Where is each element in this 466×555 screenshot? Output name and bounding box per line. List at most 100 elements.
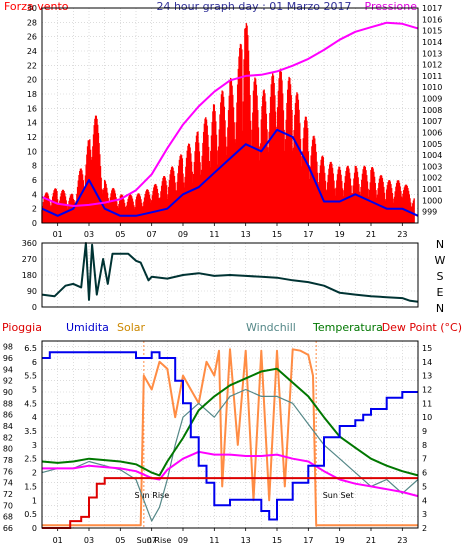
pressure-line bbox=[41, 21, 419, 207]
y-tick-label-humidity: 94 bbox=[3, 365, 13, 374]
y-tick-label-temperature: 13 bbox=[422, 372, 432, 381]
y-tick-label-rain: 2 bbox=[32, 469, 37, 478]
y-tick-label-rain: 4 bbox=[32, 413, 37, 422]
x-tick-label: 23 bbox=[397, 230, 407, 239]
y-tick-label-pressure: 1017 bbox=[422, 4, 442, 13]
y-tick-label-temperature: 11 bbox=[422, 399, 432, 408]
x-tick-label: 11 bbox=[209, 230, 219, 239]
x-tick-label: 07 bbox=[147, 230, 157, 239]
y-tick-label-temperature: 10 bbox=[422, 413, 432, 422]
y-tick-label-pressure: 1000 bbox=[422, 196, 442, 205]
x-tick-label: 13 bbox=[241, 230, 251, 239]
y-tick-label-temperature: 4 bbox=[422, 496, 427, 505]
y-tick-label-pressure: 1016 bbox=[422, 15, 442, 24]
x-tick-label: 15 bbox=[272, 230, 282, 239]
plot-frame bbox=[41, 340, 419, 529]
y-tick-label-humidity: 92 bbox=[3, 377, 13, 386]
y-tick-label-direction: 360 bbox=[22, 239, 37, 248]
x-tick-label: 03 bbox=[84, 230, 94, 239]
y-tick-label-humidity: 86 bbox=[3, 411, 13, 420]
y-tick-label-pressure: 1008 bbox=[422, 106, 442, 115]
rain-line bbox=[42, 477, 418, 529]
y-tick-label-direction: 180 bbox=[22, 271, 37, 280]
y-tick-label-temperature: 3 bbox=[422, 510, 427, 519]
y-tick-label-humidity: 96 bbox=[3, 354, 13, 363]
compass-label: S bbox=[437, 270, 444, 283]
y-tick-label-rain: 0.5 bbox=[24, 510, 37, 519]
y-tick-label-temperature: 6 bbox=[422, 469, 427, 478]
y-tick-label-pressure: 1014 bbox=[422, 38, 442, 47]
plot-frame bbox=[41, 242, 419, 308]
y-tick-label-rain: 5.5 bbox=[24, 372, 37, 381]
y-tick-label-humidity: 80 bbox=[3, 445, 13, 454]
y-tick-label-temperature: 9 bbox=[422, 427, 427, 436]
x-tick-label: 09 bbox=[178, 536, 188, 545]
x-tick-label: 17 bbox=[303, 230, 313, 239]
y-tick-label-rain: 6.5 bbox=[24, 344, 37, 353]
y-tick-label-pressure: 1001 bbox=[422, 185, 442, 194]
y-tick-label-wind: 2 bbox=[32, 205, 37, 214]
y-tick-label-humidity: 98 bbox=[3, 343, 13, 352]
y-tick-label-wind: 4 bbox=[32, 190, 37, 199]
solar-axis-title: Solar bbox=[117, 321, 146, 334]
y-tick-label-wind: 16 bbox=[27, 104, 37, 113]
humidity-line bbox=[42, 351, 418, 521]
temperature-humidity-chart: Pioggia Umidita Solar Windchill TemperaturaD… bbox=[2, 321, 462, 545]
y-tick-label-pressure: 1003 bbox=[422, 162, 442, 171]
wind-pressure-chart: Forza vento 24 hour graph day : 01 Marzo … bbox=[4, 0, 442, 239]
temperature-axis-title: Temperatura bbox=[312, 321, 383, 334]
dew-point-axis-title: Dew Point (°C) bbox=[382, 321, 462, 334]
y-tick-label-pressure: 999 bbox=[422, 208, 437, 217]
y-tick-label-pressure: 1011 bbox=[422, 72, 442, 81]
y-tick-label-humidity: 72 bbox=[3, 490, 13, 499]
x-tick-label: 19 bbox=[335, 230, 345, 239]
chart-title: 24 hour graph day : 01 Marzo 2017 bbox=[156, 0, 351, 13]
y-tick-label-direction: 90 bbox=[27, 287, 37, 296]
y-tick-label-wind: 28 bbox=[27, 18, 37, 27]
y-tick-label-pressure: 1009 bbox=[422, 95, 442, 104]
y-tick-label-temperature: 8 bbox=[422, 441, 427, 450]
x-tick-label: 21 bbox=[366, 230, 376, 239]
x-tick-label: 23 bbox=[397, 536, 407, 545]
temperature-line bbox=[41, 367, 419, 477]
y-tick-label-pressure: 1007 bbox=[422, 117, 442, 126]
dew-point-line bbox=[42, 450, 419, 498]
x-tick-label: 17 bbox=[303, 536, 313, 545]
y-tick-label-humidity: 90 bbox=[3, 388, 13, 397]
y-tick-label-wind: 18 bbox=[27, 90, 37, 99]
y-tick-label-wind: 10 bbox=[27, 147, 37, 156]
y-tick-label-humidity: 84 bbox=[3, 422, 13, 431]
sunrise-axis-label: Sun Rise bbox=[137, 536, 172, 545]
y-tick-label-temperature: 12 bbox=[422, 385, 432, 394]
y-tick-label-pressure: 1004 bbox=[422, 151, 442, 160]
y-tick-label-humidity: 76 bbox=[3, 467, 13, 476]
y-tick-label-wind: 30 bbox=[27, 4, 37, 13]
compass-label: N bbox=[436, 238, 444, 251]
y-tick-label-wind: 12 bbox=[27, 133, 37, 142]
y-tick-label-rain: 4.5 bbox=[24, 399, 37, 408]
x-tick-label: 07 bbox=[147, 536, 157, 545]
y-tick-label-pressure: 1010 bbox=[422, 83, 442, 92]
y-tick-label-rain: 0 bbox=[32, 524, 37, 533]
x-tick-label: 09 bbox=[178, 230, 188, 239]
y-tick-label-pressure: 1002 bbox=[422, 174, 442, 183]
humidity-axis-title: Umidita bbox=[66, 321, 109, 334]
y-tick-label-humidity: 78 bbox=[3, 456, 13, 465]
sunset-annotation: Sun Set bbox=[323, 491, 354, 500]
y-tick-label-wind: 6 bbox=[32, 176, 37, 185]
y-tick-label-rain: 1.5 bbox=[24, 482, 37, 491]
wind-direction-line bbox=[41, 242, 419, 303]
y-tick-label-wind: 26 bbox=[27, 33, 37, 42]
y-tick-label-temperature: 15 bbox=[422, 344, 432, 353]
y-tick-label-temperature: 5 bbox=[422, 482, 427, 491]
y-tick-label-direction: 270 bbox=[22, 255, 37, 264]
y-tick-label-rain: 2.5 bbox=[24, 455, 37, 464]
y-tick-label-pressure: 1012 bbox=[422, 61, 442, 70]
x-tick-label: 01 bbox=[53, 536, 63, 545]
y-tick-label-pressure: 1005 bbox=[422, 140, 442, 149]
x-tick-label: 19 bbox=[335, 536, 345, 545]
y-tick-label-rain: 3 bbox=[32, 441, 37, 450]
